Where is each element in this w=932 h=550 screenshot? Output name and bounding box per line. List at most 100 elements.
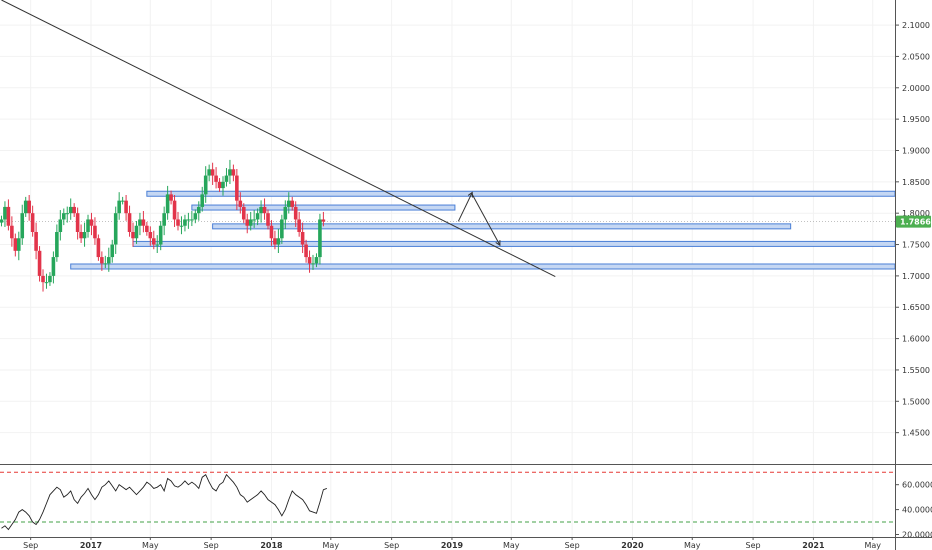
candle-body bbox=[68, 206, 73, 214]
time-axis-label: Sep bbox=[746, 541, 761, 550]
candle-body bbox=[145, 225, 149, 232]
candle bbox=[273, 230, 277, 250]
horizontal-level-1[interactable] bbox=[146, 190, 896, 197]
candle-body bbox=[82, 232, 87, 239]
drawings-layer[interactable] bbox=[1, 0, 556, 277]
candle-body bbox=[165, 194, 170, 214]
indicator-axis-label: 60.0000 bbox=[902, 481, 932, 490]
candle-body bbox=[158, 225, 163, 245]
candle-body bbox=[51, 257, 56, 276]
candle-body bbox=[86, 219, 90, 232]
candle-body bbox=[217, 181, 222, 189]
candle bbox=[311, 254, 315, 270]
candle bbox=[34, 222, 38, 260]
candle bbox=[193, 209, 198, 224]
candle bbox=[48, 272, 52, 286]
candle-body bbox=[138, 219, 142, 226]
candle-body bbox=[214, 175, 218, 182]
projection-arrow-2[interactable] bbox=[471, 194, 501, 246]
price-axis-label: 1.9000 bbox=[902, 146, 930, 155]
candle bbox=[155, 235, 160, 254]
candle-body bbox=[120, 200, 125, 202]
candle bbox=[75, 207, 80, 240]
candle bbox=[269, 220, 274, 246]
candle bbox=[148, 226, 153, 246]
candle bbox=[82, 222, 87, 247]
candle bbox=[93, 217, 97, 245]
projection-arrow-1[interactable] bbox=[457, 192, 473, 222]
time-axis-label: May bbox=[503, 541, 520, 550]
candle bbox=[68, 198, 73, 220]
candle-body bbox=[266, 213, 270, 226]
candle-body bbox=[248, 219, 253, 226]
candle-body bbox=[183, 219, 187, 226]
candle bbox=[96, 234, 101, 261]
candle bbox=[321, 211, 326, 227]
candle-body bbox=[169, 194, 173, 201]
candle-body bbox=[3, 206, 7, 220]
candle-body bbox=[252, 219, 256, 221]
candle bbox=[286, 192, 291, 214]
last-price-tag-label: 1.7866 bbox=[900, 218, 931, 227]
candle bbox=[65, 206, 70, 223]
candle-body bbox=[75, 213, 80, 232]
horizontal-levels[interactable] bbox=[70, 190, 896, 270]
candle-body bbox=[27, 200, 31, 214]
candle-body bbox=[228, 169, 232, 176]
trendline[interactable] bbox=[1, 0, 556, 277]
last-price-tag[interactable] bbox=[896, 215, 931, 228]
candle-body bbox=[300, 232, 305, 245]
candle-body bbox=[110, 244, 115, 258]
candle bbox=[210, 162, 215, 185]
indicator-axis-label: 20.0000 bbox=[902, 531, 932, 540]
candle-body bbox=[96, 238, 101, 258]
candle-body bbox=[117, 200, 121, 214]
price-axis-label: 1.9500 bbox=[902, 115, 930, 124]
candle bbox=[110, 239, 115, 263]
candle-body bbox=[58, 219, 63, 232]
candle bbox=[290, 196, 295, 211]
candle-body bbox=[290, 200, 295, 207]
candle bbox=[51, 251, 56, 284]
candle bbox=[141, 210, 146, 233]
candle bbox=[79, 224, 83, 243]
horizontal-level-3[interactable] bbox=[212, 223, 792, 230]
price-axis-label: 1.6500 bbox=[902, 303, 930, 312]
candle bbox=[103, 255, 108, 269]
candle bbox=[186, 212, 191, 229]
price-axis-label: 2.1000 bbox=[902, 21, 930, 30]
candle-body bbox=[41, 275, 45, 283]
candle-body bbox=[259, 206, 263, 214]
candle-body bbox=[286, 200, 291, 207]
candle-body bbox=[48, 275, 52, 283]
candlestick-series bbox=[0, 159, 326, 292]
time-axis-label: Sep bbox=[204, 541, 219, 550]
candle-body bbox=[61, 213, 66, 220]
candle bbox=[228, 159, 232, 185]
price-axis-label: 1.4500 bbox=[902, 429, 930, 438]
projection-arrow-head bbox=[495, 240, 501, 247]
candle-body bbox=[106, 257, 111, 264]
candle bbox=[217, 178, 222, 192]
candle bbox=[252, 210, 256, 228]
candle-body bbox=[148, 232, 153, 239]
candle-body bbox=[307, 257, 312, 264]
horizontal-level-4[interactable] bbox=[132, 240, 896, 247]
candle bbox=[200, 186, 205, 212]
time-axis-label: May bbox=[142, 541, 159, 550]
candle-body bbox=[13, 238, 18, 251]
horizontal-level-2[interactable] bbox=[191, 204, 456, 211]
candle-body bbox=[134, 225, 139, 239]
horizontal-level-5[interactable] bbox=[70, 263, 896, 270]
candle-body bbox=[276, 238, 281, 245]
candle-body bbox=[245, 219, 250, 226]
candle bbox=[318, 213, 322, 265]
candle bbox=[124, 195, 128, 221]
candle bbox=[196, 201, 201, 221]
candle-body bbox=[318, 219, 322, 258]
candle-body bbox=[238, 200, 243, 207]
candle bbox=[27, 195, 31, 221]
candle-body bbox=[172, 200, 177, 220]
